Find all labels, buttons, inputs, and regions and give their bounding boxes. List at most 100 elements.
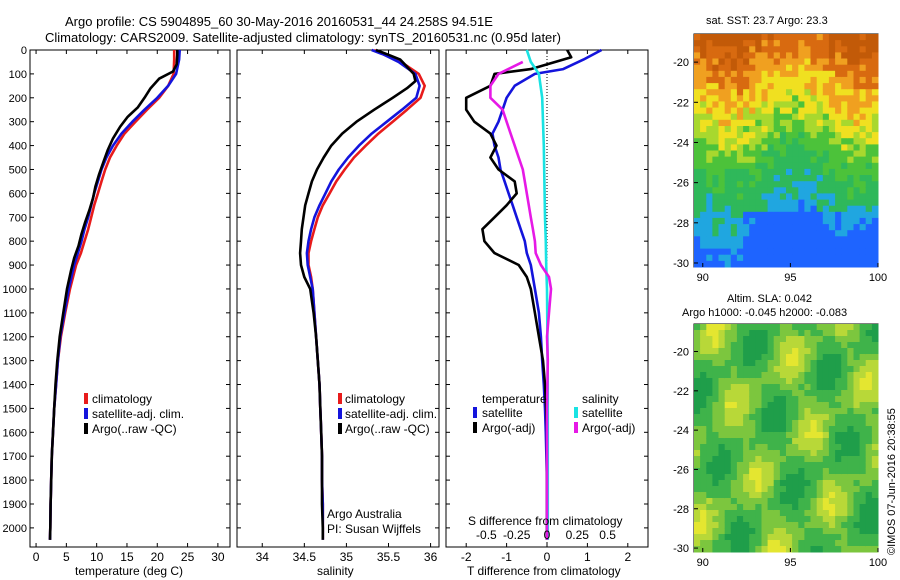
sla-map-cell: [779, 348, 787, 355]
temp-legend-climatology: climatology: [92, 392, 152, 406]
sla-map-cell: [798, 324, 805, 331]
y-tick-label: 800: [9, 236, 27, 248]
sst-map-cell: [853, 76, 861, 84]
sla-map-cell: [786, 390, 793, 397]
sst-map-cell: [859, 119, 867, 127]
sla-map-cell: [779, 432, 787, 439]
sla-map-cell: [773, 504, 781, 511]
sla-map-cell: [700, 366, 707, 373]
sst-map-cell: [841, 144, 848, 151]
sst-map-cell: [828, 211, 836, 219]
sla-map-cell: [792, 510, 799, 517]
sla-map-cell: [810, 510, 818, 517]
sla-map-cell: [700, 522, 707, 529]
sla-map-cell: [743, 432, 750, 439]
sst-map-cell: [847, 58, 854, 66]
sst-map-cell: [810, 34, 818, 41]
sst-map-cell: [871, 64, 879, 72]
sst-map-cell: [718, 64, 726, 72]
sst-map-cell: [841, 64, 848, 72]
sst-map-cell: [865, 193, 873, 200]
sst-map-cell: [779, 89, 787, 96]
sst-map-cell: [694, 205, 701, 213]
sst-map-cell: [749, 76, 756, 84]
sst-map-cell: [767, 193, 775, 200]
sla-map-cell: [706, 462, 713, 469]
sla-map-cell: [706, 378, 713, 385]
sst-map-cell: [798, 199, 805, 207]
sla-map-cell: [835, 516, 842, 523]
sst-map-cell: [786, 254, 793, 262]
sla-map-cell: [859, 438, 867, 445]
sla-map-cell: [822, 330, 830, 337]
sla-map-cell: [736, 420, 744, 427]
sla-map-cell: [853, 480, 861, 487]
sla-map-cell: [835, 360, 842, 367]
sst-map-cell: [865, 224, 873, 231]
sst-map-cell: [822, 199, 830, 207]
sst-map-cell: [779, 64, 787, 72]
sla-map-cell: [859, 450, 867, 457]
sst-map-cell: [761, 217, 769, 225]
sst-map-cell: [724, 242, 732, 250]
sla-map-cell: [712, 348, 719, 355]
sla-map-cell: [853, 474, 861, 481]
sla-map-cell: [749, 516, 756, 523]
y-tick-label: 1200: [3, 332, 27, 344]
sst-map-cell: [730, 205, 738, 213]
s-diff-tick-label: -0.5: [476, 528, 497, 542]
sla-map-cell: [694, 540, 701, 547]
sla-map-cell: [724, 438, 732, 445]
sla-map-cell: [724, 336, 732, 343]
sst-map-cell: [847, 107, 854, 115]
sst-map-cell: [773, 193, 781, 200]
sla-map-cell: [798, 390, 805, 397]
sla-map-cell: [828, 420, 836, 427]
sla-map-cell: [761, 324, 769, 331]
sst-map-cell: [816, 162, 824, 170]
sst-map-cell: [810, 101, 818, 108]
sst-map-cell: [767, 58, 775, 66]
sst-map-cell: [835, 187, 842, 194]
sla-map-cell: [847, 396, 854, 403]
sst-map-cell: [736, 162, 744, 170]
sst-map-cell: [792, 101, 799, 108]
sla-map-cell: [822, 342, 830, 349]
sst-map-cell: [786, 40, 793, 47]
sst-map-cell: [724, 144, 732, 151]
sst-map-cell: [730, 70, 738, 78]
sla-map-cell: [706, 348, 713, 355]
sst-map-cell: [804, 95, 811, 102]
sst-map-cell: [792, 224, 799, 231]
sst-map-cell: [718, 193, 726, 200]
sst-map-cell: [810, 76, 818, 84]
sst-map-cell: [718, 46, 726, 53]
sla-map-cell: [835, 384, 842, 391]
sst-map-cell: [706, 168, 713, 176]
sst-map-cell: [700, 230, 707, 237]
sst-map-cell: [786, 162, 793, 170]
sst-map-cell: [743, 70, 750, 78]
sla-map-cell: [835, 420, 842, 427]
sst-map-cell: [767, 70, 775, 78]
sla-map-cell: [755, 522, 762, 529]
sst-map-cell: [736, 168, 744, 176]
sla-map-cell: [718, 492, 726, 499]
sst-map-cell: [810, 175, 818, 182]
sla-map-cell: [835, 396, 842, 403]
sla-map-cell: [804, 516, 811, 523]
sla-map-cell: [700, 444, 707, 451]
sla-map-cell: [835, 336, 842, 343]
sst-map-cell: [730, 168, 738, 176]
sla-map-cell: [773, 330, 781, 337]
sla-map-cell: [847, 408, 854, 415]
sla-map-cell: [700, 546, 707, 553]
sla-map-cell: [865, 450, 873, 457]
sst-map-cell: [792, 70, 799, 78]
sla-map-cell: [694, 504, 701, 511]
sst-map-cell: [828, 248, 836, 256]
sla-map-cell: [786, 516, 793, 523]
sla-map-cell: [694, 480, 701, 487]
sla-map-cell: [730, 486, 738, 493]
